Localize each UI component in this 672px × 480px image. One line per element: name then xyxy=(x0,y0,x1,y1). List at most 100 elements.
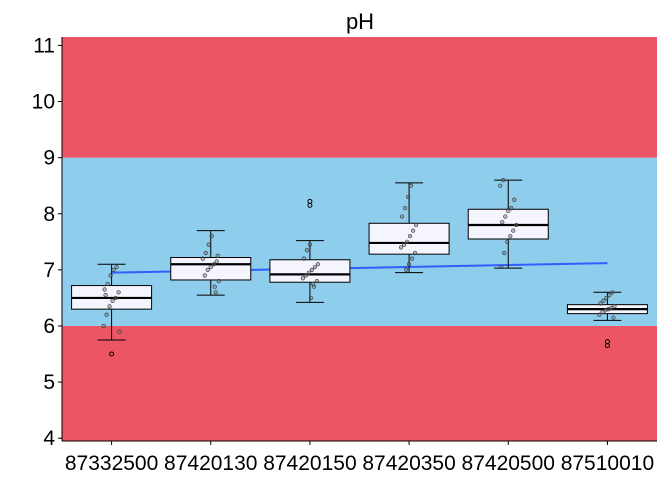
y-tick-label: 5 xyxy=(43,371,55,394)
data-point xyxy=(413,222,419,228)
data-point xyxy=(303,273,309,278)
box-group-87332500 xyxy=(71,263,153,357)
threshold-bands xyxy=(62,37,657,441)
x-axis: 87332500 87420130 87420150 87420350 87420500… xyxy=(62,440,657,475)
data-point xyxy=(506,208,511,214)
data-point xyxy=(104,312,109,317)
data-point xyxy=(502,250,507,256)
x-tick-label: 87420500 xyxy=(462,452,555,475)
data-point xyxy=(399,214,405,219)
box-group-87420500 xyxy=(467,177,549,270)
data-point xyxy=(212,284,217,289)
data-point xyxy=(403,267,409,272)
boxplot-layer xyxy=(71,177,648,357)
data-point xyxy=(511,228,516,233)
box-group-87420130 xyxy=(170,230,252,296)
data-point xyxy=(408,183,414,188)
chart-title: pH xyxy=(346,9,374,34)
data-point xyxy=(604,295,609,301)
data-point xyxy=(304,248,310,253)
data-point xyxy=(114,264,119,270)
x-tick-label: 87420130 xyxy=(164,452,257,475)
data-point xyxy=(107,304,112,309)
band-2 xyxy=(62,37,657,158)
box-group-87420150 xyxy=(269,198,351,303)
data-point xyxy=(611,315,616,320)
y-tick-label: 11 xyxy=(33,34,55,57)
data-point xyxy=(200,256,205,261)
data-point xyxy=(307,242,313,247)
data-point xyxy=(214,259,219,264)
data-point xyxy=(404,239,410,244)
box-group-87510010 xyxy=(566,290,648,349)
data-point xyxy=(610,290,615,295)
data-point xyxy=(209,234,214,239)
data-point xyxy=(612,304,617,309)
data-point xyxy=(310,281,316,286)
data-point xyxy=(410,228,416,233)
data-point xyxy=(500,220,505,225)
data-point xyxy=(407,234,413,239)
x-tick-label: 87420350 xyxy=(362,452,455,475)
data-point xyxy=(412,250,418,256)
data-point xyxy=(300,276,306,281)
data-point xyxy=(401,242,407,247)
box-iqr xyxy=(368,222,450,255)
data-point xyxy=(110,298,115,303)
data-point xyxy=(514,222,519,228)
y-tick-label: 4 xyxy=(43,427,55,450)
data-point xyxy=(314,278,320,284)
data-point xyxy=(598,301,603,306)
x-tick-label: 87332500 xyxy=(65,452,158,475)
data-point xyxy=(409,256,415,261)
data-point xyxy=(308,295,314,301)
y-tick-label: 8 xyxy=(43,203,55,226)
data-point xyxy=(103,293,108,298)
data-point xyxy=(512,197,517,202)
band-1 xyxy=(62,157,657,326)
data-point xyxy=(113,295,118,301)
data-point xyxy=(509,206,514,211)
data-point xyxy=(508,234,513,239)
y-tick-label: 10 xyxy=(32,91,55,114)
box-group-87420350 xyxy=(368,182,450,274)
data-point xyxy=(105,281,110,286)
y-tick-label: 6 xyxy=(43,315,55,338)
data-point xyxy=(101,323,106,329)
data-point xyxy=(213,290,218,295)
data-point xyxy=(306,270,312,275)
data-point xyxy=(402,206,408,211)
data-point xyxy=(215,253,220,258)
data-point xyxy=(108,273,113,278)
x-tick-label: 87420150 xyxy=(263,452,356,475)
data-point xyxy=(601,298,606,303)
data-point xyxy=(498,183,503,188)
y-tick-label: 9 xyxy=(43,147,55,170)
data-point xyxy=(116,290,121,295)
data-point xyxy=(211,262,216,267)
data-point xyxy=(499,264,504,270)
data-point xyxy=(216,278,221,284)
x-tick-label: 87510010 xyxy=(561,452,654,475)
outlier-point xyxy=(307,198,313,204)
outlier-point xyxy=(109,351,115,357)
data-point xyxy=(405,194,411,200)
data-point xyxy=(501,177,506,183)
data-point xyxy=(398,245,404,250)
data-point xyxy=(301,256,307,261)
data-point xyxy=(111,267,116,272)
data-point xyxy=(503,214,508,219)
data-point xyxy=(205,267,210,272)
y-axis: 4 5 6 7 8 9 10 11 xyxy=(32,34,63,450)
data-point xyxy=(202,273,207,278)
data-point xyxy=(406,262,412,267)
band-0 xyxy=(62,325,657,441)
y-tick-label: 7 xyxy=(43,259,55,282)
data-point xyxy=(208,264,213,270)
data-point xyxy=(309,267,315,272)
data-point xyxy=(597,312,602,317)
data-point xyxy=(117,329,122,334)
data-point xyxy=(102,287,107,292)
data-point xyxy=(505,239,510,244)
